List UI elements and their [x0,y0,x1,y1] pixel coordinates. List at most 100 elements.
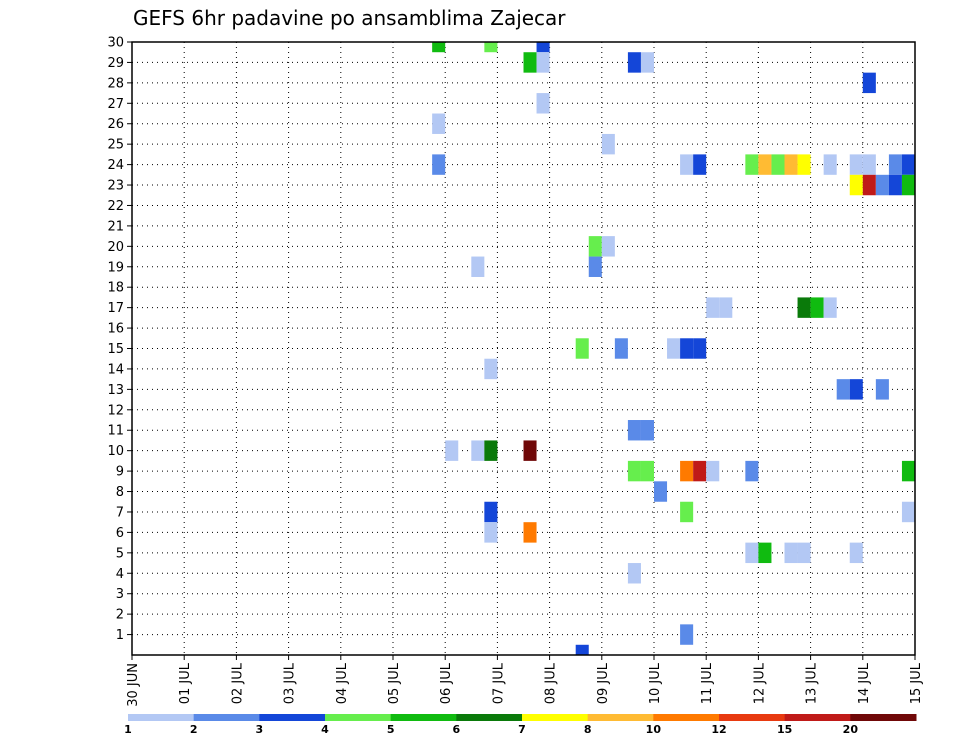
data-cell [745,542,759,564]
colorbar-swatch [128,714,195,721]
data-cell [888,174,902,196]
data-cell [862,72,876,94]
x-tick-label: 05 JUL [387,662,402,704]
data-cells [432,42,915,655]
x-tick-label: 13 JUL [805,662,820,704]
data-cell [680,154,694,175]
y-tick-label: 22 [107,199,124,214]
data-cell [797,297,811,318]
data-cell [849,174,863,196]
colorbar-label: 8 [584,723,592,736]
data-cell [693,154,707,175]
x-tick-label: 04 JUL [335,662,350,704]
data-cell [627,563,641,584]
colorbar-label: 5 [387,723,395,736]
data-cell [849,379,863,400]
colorbar-swatch [719,714,786,721]
data-cell [823,297,837,318]
colorbar-label: 6 [453,723,461,736]
y-tick-label: 1 [116,628,124,643]
data-cell [432,113,446,134]
data-cell [588,236,602,257]
data-cell [471,256,485,277]
data-cell [693,338,707,359]
colorbar-label: 2 [190,723,198,736]
data-cell [797,542,811,564]
colorbar-label: 1 [124,723,132,736]
data-cell [901,501,915,523]
data-cell [614,338,628,359]
x-tick-label: 03 JUL [283,662,298,704]
data-cell [901,460,915,482]
y-tick-label: 10 [107,444,124,459]
y-tick-label: 9 [116,465,124,480]
y-tick-label: 2 [116,608,124,623]
data-cell [680,501,694,523]
x-tick-label: 09 JUL [596,662,611,704]
colorbar-label: 15 [777,723,792,736]
y-tick-label: 24 [107,158,124,173]
y-tick-label: 7 [116,505,124,520]
data-cell [471,440,485,461]
data-cell [575,644,589,655]
colorbar-label: 4 [321,723,329,736]
data-cell [432,154,446,175]
x-tick-label: 10 JUL [648,662,663,704]
data-cell [445,440,459,461]
y-tick-label: 28 [107,76,124,91]
data-cell [536,52,550,73]
x-tick-label: 30 JUN [126,663,141,707]
y-tick-label: 18 [107,281,124,296]
data-cell [523,522,537,543]
y-tick-label: 12 [107,403,124,418]
data-cell [484,358,498,380]
colorbar-swatch [390,714,457,721]
colorbar-label: 20 [843,723,859,736]
colorbar-swatch [850,714,917,721]
y-tick-label: 19 [107,260,124,275]
data-cell [862,154,876,175]
data-cell [601,236,615,257]
data-cell [784,154,798,175]
data-cell [536,42,550,53]
data-cell [719,297,733,318]
y-tick-label: 23 [107,179,124,194]
data-cell [706,460,720,482]
colorbar-swatch [653,714,720,721]
data-cell [484,501,498,523]
colorbar-label: 12 [711,723,726,736]
data-cell [745,154,759,175]
data-cell [575,338,589,359]
x-tick-label: 11 JUL [700,662,715,704]
x-tick-label: 12 JUL [752,662,767,704]
x-tick-label: 14 JUL [857,662,872,704]
data-cell [654,481,668,502]
data-cell [862,174,876,196]
data-cell [640,420,654,441]
y-tick-label: 27 [107,97,124,112]
data-cell [536,93,550,114]
colorbar-swatch [325,714,392,721]
y-axis-ticks: 1234567891011121314151617181920212223242… [107,36,132,643]
y-tick-label: 3 [116,587,124,602]
y-tick-label: 30 [107,36,124,51]
data-cell [627,52,641,73]
colorbar-swatch [522,714,589,721]
y-tick-label: 14 [107,362,124,377]
y-tick-label: 17 [107,301,124,316]
data-cell [601,133,615,155]
colorbar-swatch [193,714,260,721]
data-cell [523,52,537,73]
data-cell [875,174,889,196]
chart-title: GEFS 6hr padavine po ansamblima Zajecar [133,6,566,30]
y-tick-label: 6 [116,526,124,541]
y-tick-label: 16 [107,322,124,337]
data-cell [758,542,772,564]
data-cell [640,460,654,482]
x-tick-label: 08 JUL [544,662,559,704]
x-tick-label: 15 JUL [909,662,924,704]
y-tick-label: 13 [107,383,124,398]
y-tick-label: 25 [107,138,124,153]
data-cell [784,542,798,564]
